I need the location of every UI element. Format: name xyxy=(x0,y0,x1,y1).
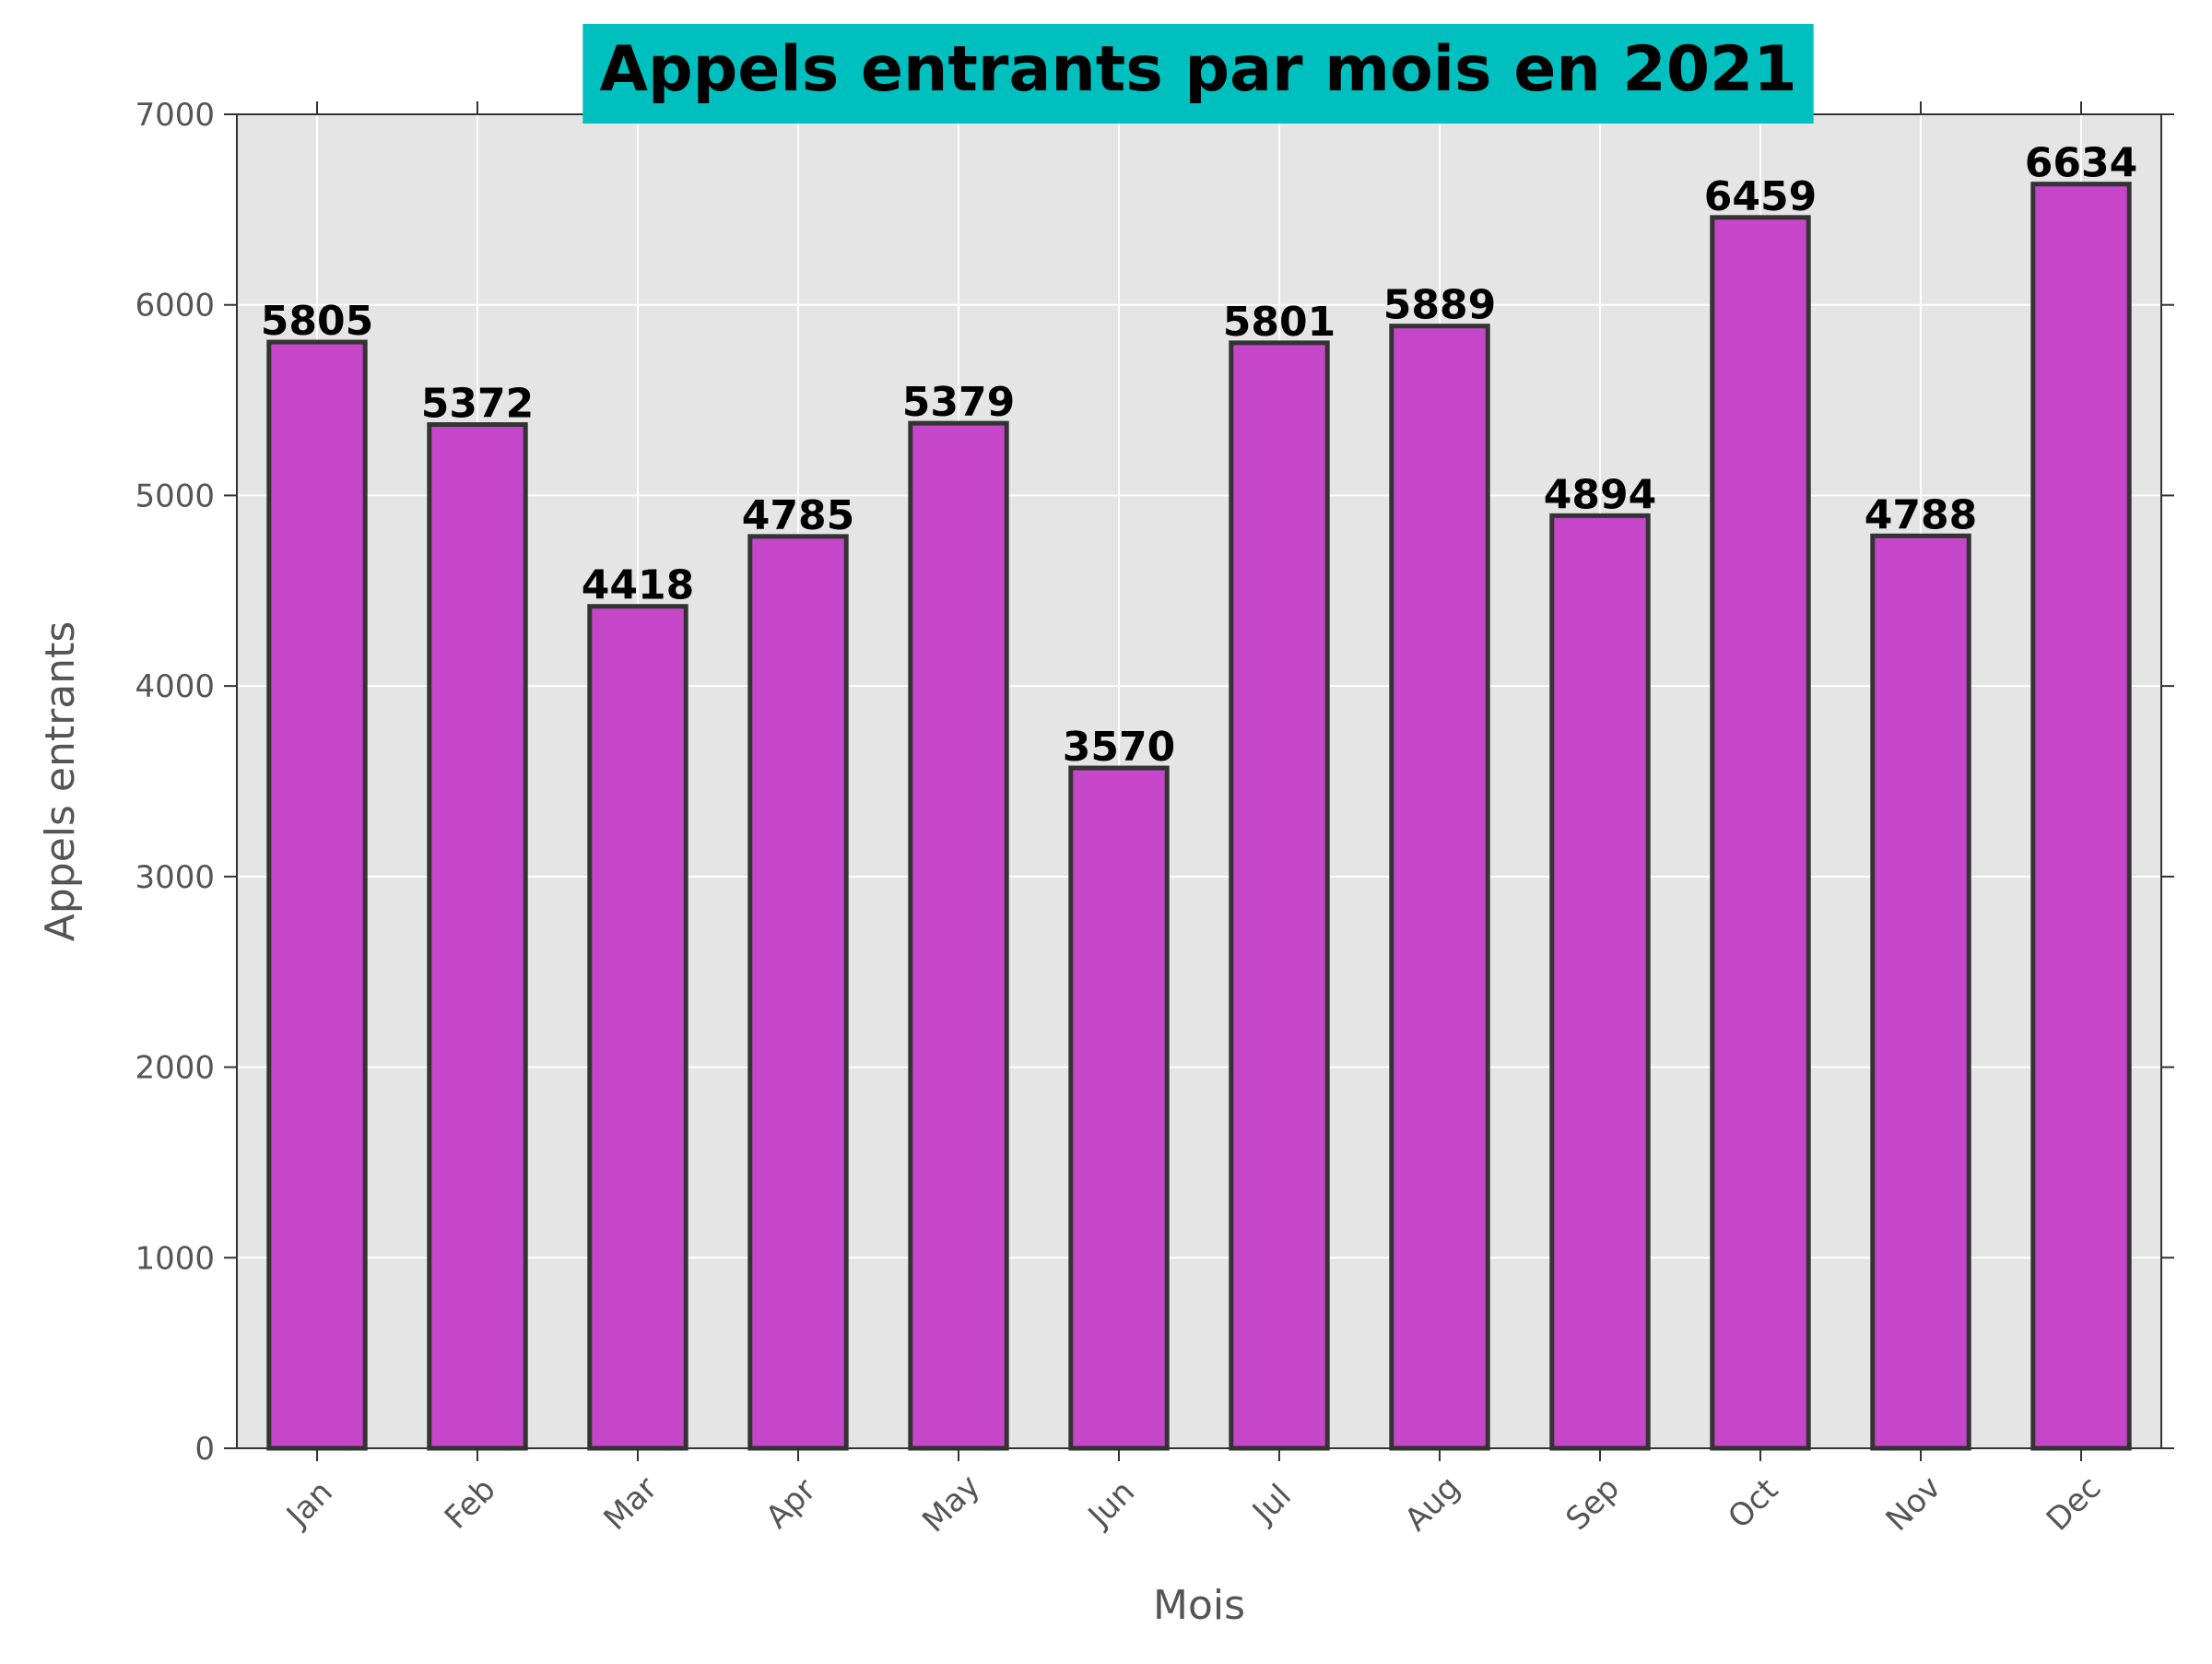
x-tick-label: May xyxy=(915,1468,987,1540)
chart-title: Appels entrants par mois en 2021 xyxy=(599,33,1796,106)
bar-jan xyxy=(266,339,368,1451)
y-tick-label: 4000 xyxy=(135,668,215,705)
x-tick-label: Feb xyxy=(438,1471,503,1537)
x-tick-label: Sep xyxy=(1559,1469,1627,1538)
x-tick-label: Jan xyxy=(278,1474,340,1536)
x-tick-label: Apr xyxy=(759,1471,823,1536)
y-tick-label: 5000 xyxy=(135,478,215,514)
y-tick-label: 3000 xyxy=(135,859,215,896)
bar-value-label: 4418 xyxy=(582,562,694,609)
bar-value-label: 5889 xyxy=(1383,282,1496,329)
x-tick-label: Dec xyxy=(2040,1469,2109,1539)
bar-value-label: 5801 xyxy=(1223,299,1335,346)
plot-area xyxy=(237,114,2161,1448)
bar-mar xyxy=(587,604,688,1451)
x-tick-label: Oct xyxy=(1721,1471,1785,1536)
bar-aug xyxy=(1389,324,1490,1451)
bar-value-label: 4894 xyxy=(1544,471,1656,518)
bar-value-label: 6459 xyxy=(1704,173,1817,220)
bar-nov xyxy=(1870,533,1971,1451)
bar-value-label: 4788 xyxy=(1865,491,1977,538)
y-axis-label: Appels entrants xyxy=(37,621,84,942)
bar-value-label: 6634 xyxy=(2025,140,2137,187)
x-tick-label: Nov xyxy=(1879,1469,1948,1539)
y-tick-label: 1000 xyxy=(135,1240,215,1277)
y-tick-label: 7000 xyxy=(135,97,215,134)
bar-dec xyxy=(2030,182,2132,1451)
bar-jun xyxy=(1068,765,1170,1451)
bar-value-label: 5372 xyxy=(421,381,534,428)
bars xyxy=(266,182,2132,1451)
title-background xyxy=(582,24,1814,124)
y-tick-label: 0 xyxy=(194,1431,215,1468)
x-tick-label: Jul xyxy=(1244,1478,1299,1532)
bar-feb xyxy=(427,422,528,1451)
bar-may xyxy=(908,420,1009,1451)
x-tick-label: Jun xyxy=(1080,1473,1142,1535)
bar-apr xyxy=(747,534,849,1451)
bar-jul xyxy=(1229,340,1330,1451)
bar-value-label: 5805 xyxy=(261,298,373,345)
x-axis-label: Mois xyxy=(1153,1582,1245,1629)
bar-value-label: 3570 xyxy=(1063,724,1175,771)
y-tick-label: 6000 xyxy=(135,288,215,325)
bar-value-label: 5379 xyxy=(902,379,1015,426)
x-tick-label: Mar xyxy=(596,1469,665,1538)
bar-oct xyxy=(1710,215,1811,1451)
bar-sep xyxy=(1549,513,1651,1451)
y-tick-label: 2000 xyxy=(135,1050,215,1087)
bar-value-labels: 5805 5372 4418 4785 5379 3570 5801 5889 4894 6459… xyxy=(261,140,2137,771)
x-tick-label: Aug xyxy=(1398,1469,1467,1539)
bar-value-label: 4785 xyxy=(742,492,854,539)
